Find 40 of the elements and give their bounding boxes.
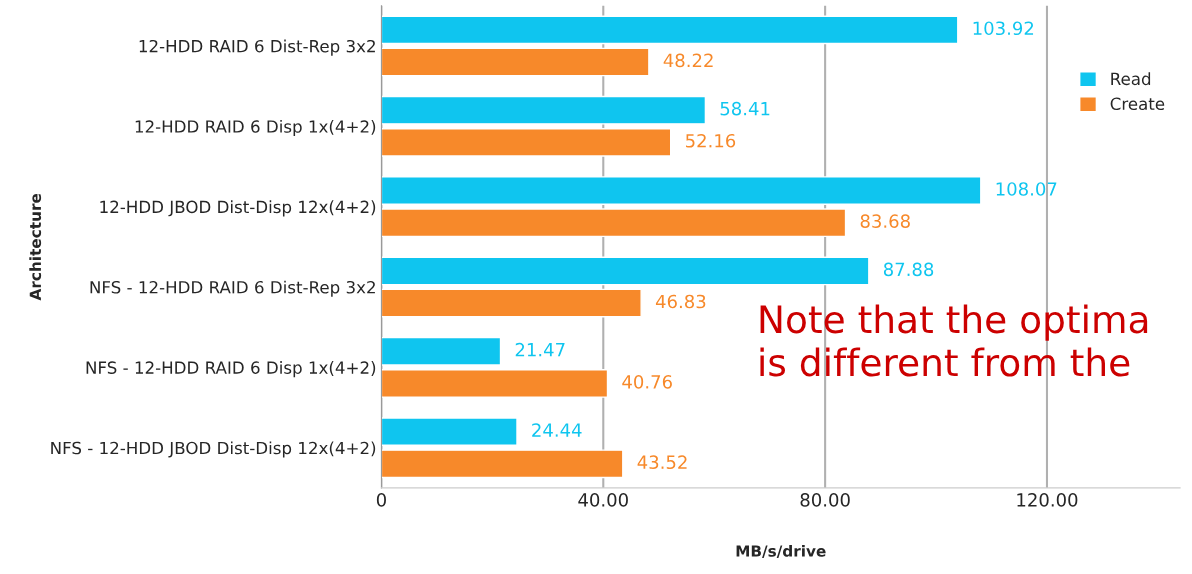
x-axis-title: MB/s/drive (736, 544, 826, 558)
bar (381, 256, 870, 286)
legend-label: Create (1110, 97, 1165, 111)
bar (381, 176, 982, 205)
data-label: 108.07 (996, 182, 1057, 196)
x-tick-label: 40.00 (578, 493, 628, 507)
data-label: 46.83 (655, 294, 706, 309)
y-tick-label: 12-HDD RAID 6 Disp 1x(4+2) (135, 119, 376, 137)
y-tick-label: NFS - 12-HDD RAID 6 Disp 1x(4+2) (86, 361, 376, 378)
data-label: 103.92 (973, 21, 1034, 36)
bar (381, 95, 707, 125)
annotation: Note that the optima (760, 304, 1148, 341)
data-label: 87.88 (883, 262, 934, 277)
data-label: 48.22 (663, 53, 713, 68)
y-tick-label: NFS - 12-HDD JBOD Dist-Disp 12x(4+2) (51, 441, 376, 458)
data-label: 58.41 (720, 101, 770, 116)
data-label: 21.47 (515, 342, 565, 357)
bar (381, 369, 609, 398)
y-tick-label: 12-HDD JBOD Dist-Disp 12x(4+2) (100, 200, 376, 217)
data-label: 24.44 (532, 423, 582, 437)
data-label: 83.68 (860, 214, 910, 228)
bar (381, 15, 959, 45)
x-tick-label: 80.00 (800, 493, 850, 507)
data-label: 40.76 (622, 375, 672, 389)
bar (381, 208, 847, 238)
bar (381, 288, 642, 318)
legend-label: Read (1111, 72, 1151, 86)
x-tick-label: 0 (376, 493, 386, 507)
y-axis-title: Architecture (29, 193, 42, 301)
bar (381, 417, 518, 447)
bar (381, 336, 502, 366)
data-label: 43.52 (637, 455, 687, 470)
x-tick-label: 120.00 (1017, 493, 1078, 507)
data-label: 52.16 (686, 133, 736, 148)
annotation: is different from the (760, 347, 1130, 377)
bar (381, 449, 624, 479)
bar (381, 47, 650, 77)
y-tick-label: 12-HDD RAID 6 Dist-Rep 3x2 (139, 39, 375, 56)
y-tick-label: NFS - 12-HDD RAID 6 Dist-Rep 3x2 (90, 280, 375, 297)
bar (381, 127, 672, 157)
